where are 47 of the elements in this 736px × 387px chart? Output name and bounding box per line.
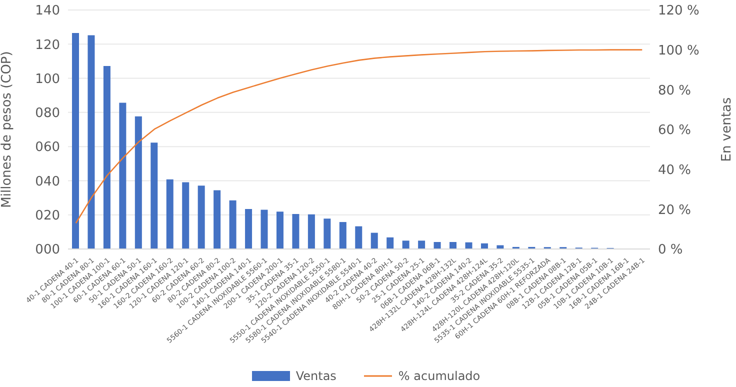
bar <box>198 186 205 249</box>
bar <box>72 33 79 249</box>
bar <box>166 179 174 249</box>
bar <box>245 209 252 249</box>
y2-tick-label: 0 % <box>658 242 683 258</box>
y2-tick-label: 120 % <box>658 4 700 19</box>
legend-label: % acumulado <box>398 369 480 383</box>
y-tick-label: 060 <box>35 140 60 156</box>
bar <box>355 226 362 249</box>
y-tick-label: 100 <box>35 72 60 87</box>
y2-tick-label: 100 % <box>658 43 700 58</box>
y-tick-label: 000 <box>35 242 60 258</box>
bar <box>276 212 284 249</box>
bar <box>402 240 410 249</box>
y2-tick-label: 80 % <box>658 83 692 98</box>
bar <box>229 200 236 249</box>
bar <box>103 66 110 249</box>
y-tick-label: 080 <box>35 106 60 122</box>
y-tick-label: 020 <box>35 208 60 224</box>
bar <box>434 242 441 249</box>
bar <box>214 190 221 249</box>
legend-label: Ventas <box>296 369 336 383</box>
y2-tick-label: 20 % <box>658 202 692 218</box>
y2-tick-label: 60 % <box>658 123 692 138</box>
bar <box>465 242 472 249</box>
bar <box>324 218 331 249</box>
bar <box>182 182 190 249</box>
bar <box>496 245 504 249</box>
y-tick-label: 040 <box>35 174 60 190</box>
bar <box>308 214 315 249</box>
bar <box>150 142 158 249</box>
line-series <box>75 49 643 224</box>
y-tick-label: 140 <box>35 4 60 19</box>
y-axis-title: Millones de pesos (COP) <box>0 51 15 208</box>
bar <box>339 222 346 249</box>
bar <box>88 35 95 249</box>
bar <box>386 237 394 249</box>
y2-tick-label: 40 % <box>658 162 692 178</box>
bar <box>450 242 457 249</box>
bar <box>260 210 268 249</box>
bar <box>134 116 142 249</box>
y-tick-label: 120 <box>35 38 60 53</box>
bar <box>418 240 426 249</box>
bar <box>292 214 300 249</box>
y2-axis-title: En ventas <box>720 97 735 162</box>
bar <box>370 232 378 249</box>
bar <box>119 102 126 249</box>
